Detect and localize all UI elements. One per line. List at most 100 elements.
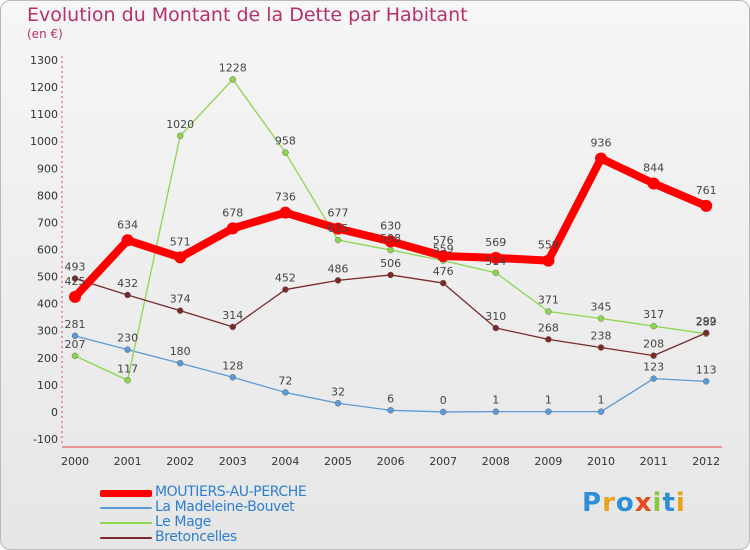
data-point [650, 375, 657, 382]
data-label: 452 [275, 272, 296, 285]
data-label: 1 [492, 394, 499, 407]
data-label: 72 [278, 374, 292, 387]
data-point [650, 322, 657, 330]
data-label: 493 [65, 260, 86, 273]
data-point [71, 332, 79, 340]
data-label: 1020 [166, 118, 194, 131]
data-point [71, 275, 79, 282]
x-tick-label: 2009 [534, 455, 562, 468]
legend-label: MOUTIERS-AU-PERCHE [155, 484, 307, 500]
data-label: 289 [696, 316, 717, 329]
logo-letter: i [652, 488, 663, 518]
data-point [124, 346, 131, 353]
data-point [492, 408, 499, 415]
data-label: 634 [117, 218, 138, 231]
data-label: 559 [538, 239, 559, 252]
data-label: 630 [380, 219, 401, 232]
y-tick-label: 100 [37, 379, 58, 392]
data-label: 310 [485, 310, 506, 323]
legend-swatch [100, 522, 152, 524]
x-tick-label: 2008 [482, 455, 510, 468]
data-label: 736 [275, 191, 296, 204]
data-point [387, 246, 394, 254]
data-label: 571 [170, 235, 191, 248]
data-label: 345 [591, 301, 612, 314]
x-tick-label: 2007 [429, 455, 457, 468]
data-point [226, 222, 239, 235]
data-point [387, 271, 394, 279]
y-tick-label: 1200 [30, 81, 58, 94]
data-point [124, 291, 131, 299]
chart-unit-label: (en €) [27, 27, 63, 41]
data-label: 208 [643, 338, 664, 351]
data-point [124, 377, 131, 384]
data-label: 128 [222, 359, 243, 372]
data-label: 230 [117, 332, 138, 345]
x-tick-label: 2012 [692, 455, 720, 468]
data-label: 936 [591, 137, 612, 150]
legend-label: La Madeleine-Bouvet [155, 499, 295, 515]
y-tick-label: 900 [37, 162, 58, 175]
logo-letter: o [615, 488, 635, 518]
x-tick-label: 2004 [271, 455, 299, 468]
data-point [229, 374, 237, 381]
data-point [176, 132, 184, 140]
data-point [597, 315, 605, 322]
data-label: 314 [222, 309, 243, 322]
data-label: 371 [538, 293, 559, 306]
data-point [545, 336, 552, 343]
data-point [174, 251, 187, 264]
data-label: 598 [380, 232, 401, 245]
y-tick-label: 300 [37, 325, 58, 338]
data-point [492, 324, 499, 332]
data-label: 425 [65, 275, 86, 288]
data-label: 958 [275, 135, 296, 148]
data-label: 514 [485, 255, 506, 268]
data-point [176, 360, 184, 367]
x-tick-label: 2001 [114, 455, 142, 468]
data-label: 117 [117, 362, 138, 375]
data-label: 432 [117, 277, 138, 290]
logo-letter: i [675, 488, 686, 518]
data-label: 677 [328, 207, 349, 220]
data-label: 559 [433, 243, 454, 256]
data-label: 292 [696, 315, 717, 328]
x-tick-label: 2005 [324, 455, 352, 468]
y-tick-label: 700 [37, 216, 58, 229]
data-point [69, 290, 81, 303]
legend-swatch [100, 507, 152, 509]
y-tick-label: 1000 [30, 135, 58, 148]
data-point [437, 249, 450, 262]
y-tick-label: 500 [37, 271, 58, 284]
y-tick-label: 0 [51, 406, 58, 419]
data-point [384, 235, 397, 248]
data-label: 268 [538, 321, 559, 334]
data-point [650, 352, 657, 359]
data-point [545, 308, 552, 315]
data-point [334, 277, 342, 284]
legend-swatch [100, 537, 152, 539]
y-tick-label: 200 [37, 352, 58, 365]
logo-letter: x [634, 488, 653, 518]
data-label: 6 [387, 392, 394, 405]
data-label: 1 [598, 394, 605, 407]
y-tick-label: -100 [33, 433, 58, 446]
x-tick-label: 2000 [61, 455, 89, 468]
x-tick-label: 2011 [640, 455, 668, 468]
y-tick-label: 1300 [30, 54, 58, 67]
data-point [545, 408, 552, 415]
data-label: 1 [545, 394, 552, 407]
data-point [700, 199, 713, 212]
data-label: 569 [485, 236, 506, 249]
data-point [440, 408, 447, 416]
data-label: 123 [643, 361, 664, 374]
y-tick-label: 600 [37, 244, 58, 257]
data-label: 761 [696, 184, 717, 197]
data-label: 180 [170, 345, 191, 358]
data-label: 32 [331, 385, 345, 398]
x-tick-label: 2006 [377, 455, 405, 468]
data-label: 1228 [219, 61, 247, 74]
data-label: 844 [643, 161, 664, 174]
